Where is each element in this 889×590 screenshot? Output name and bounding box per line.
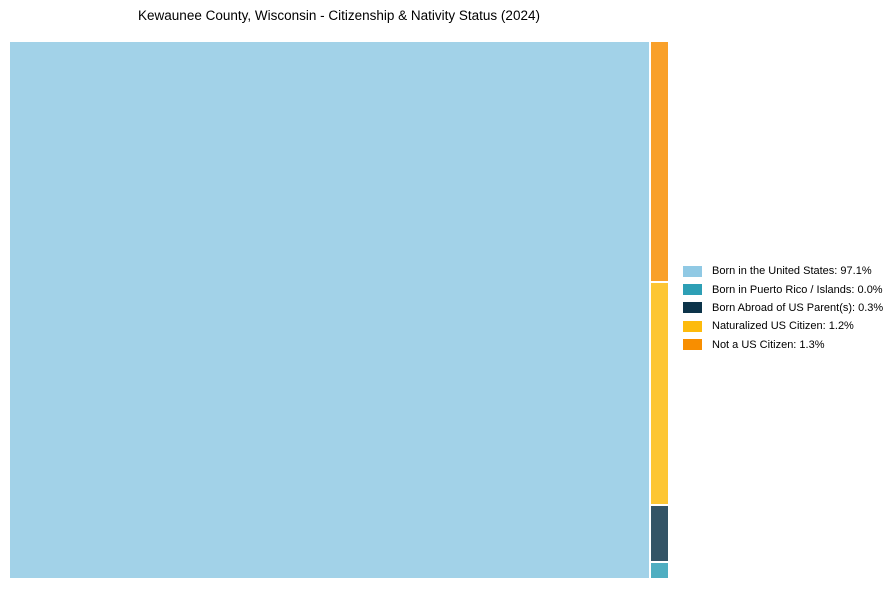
legend-item-naturalized-us-citizen[interactable]: Naturalized US Citizen: 1.2% bbox=[683, 317, 883, 335]
legend-label: Born in the United States: 97.1% bbox=[712, 265, 872, 278]
treemap-tile-born-abroad-of-us-parent-s[interactable] bbox=[651, 506, 668, 562]
legend-item-born-in-puerto-rico-islands[interactable]: Born in Puerto Rico / Islands: 0.0% bbox=[683, 280, 883, 298]
treemap bbox=[10, 42, 668, 578]
treemap-tile-born-in-puerto-rico-islands[interactable] bbox=[651, 563, 668, 578]
legend-label: Born Abroad of US Parent(s): 0.3% bbox=[712, 301, 884, 314]
legend-swatch bbox=[683, 302, 702, 314]
legend-label: Born in Puerto Rico / Islands: 0.0% bbox=[712, 283, 883, 296]
legend-swatch bbox=[683, 339, 702, 351]
legend-swatch bbox=[683, 284, 702, 296]
legend: Born in the United States: 97.1% Born in … bbox=[683, 262, 883, 354]
chart-title: Kewaunee County, Wisconsin - Citizenship… bbox=[138, 8, 540, 23]
legend-swatch bbox=[683, 320, 702, 332]
legend-item-born-in-the-united-states[interactable]: Born in the United States: 97.1% bbox=[683, 262, 883, 280]
treemap-tile-naturalized-us-citizen[interactable] bbox=[651, 283, 668, 505]
legend-label: Not a US Citizen: 1.3% bbox=[712, 338, 825, 351]
legend-item-born-abroad-of-us-parent-s[interactable]: Born Abroad of US Parent(s): 0.3% bbox=[683, 299, 883, 317]
legend-label: Naturalized US Citizen: 1.2% bbox=[712, 320, 854, 333]
treemap-tile-born-in-the-united-states[interactable] bbox=[10, 42, 649, 578]
treemap-strip bbox=[651, 42, 668, 578]
legend-item-not-a-us-citizen[interactable]: Not a US Citizen: 1.3% bbox=[683, 336, 883, 354]
treemap-tile-not-a-us-citizen[interactable] bbox=[651, 42, 668, 282]
legend-swatch bbox=[683, 265, 702, 277]
